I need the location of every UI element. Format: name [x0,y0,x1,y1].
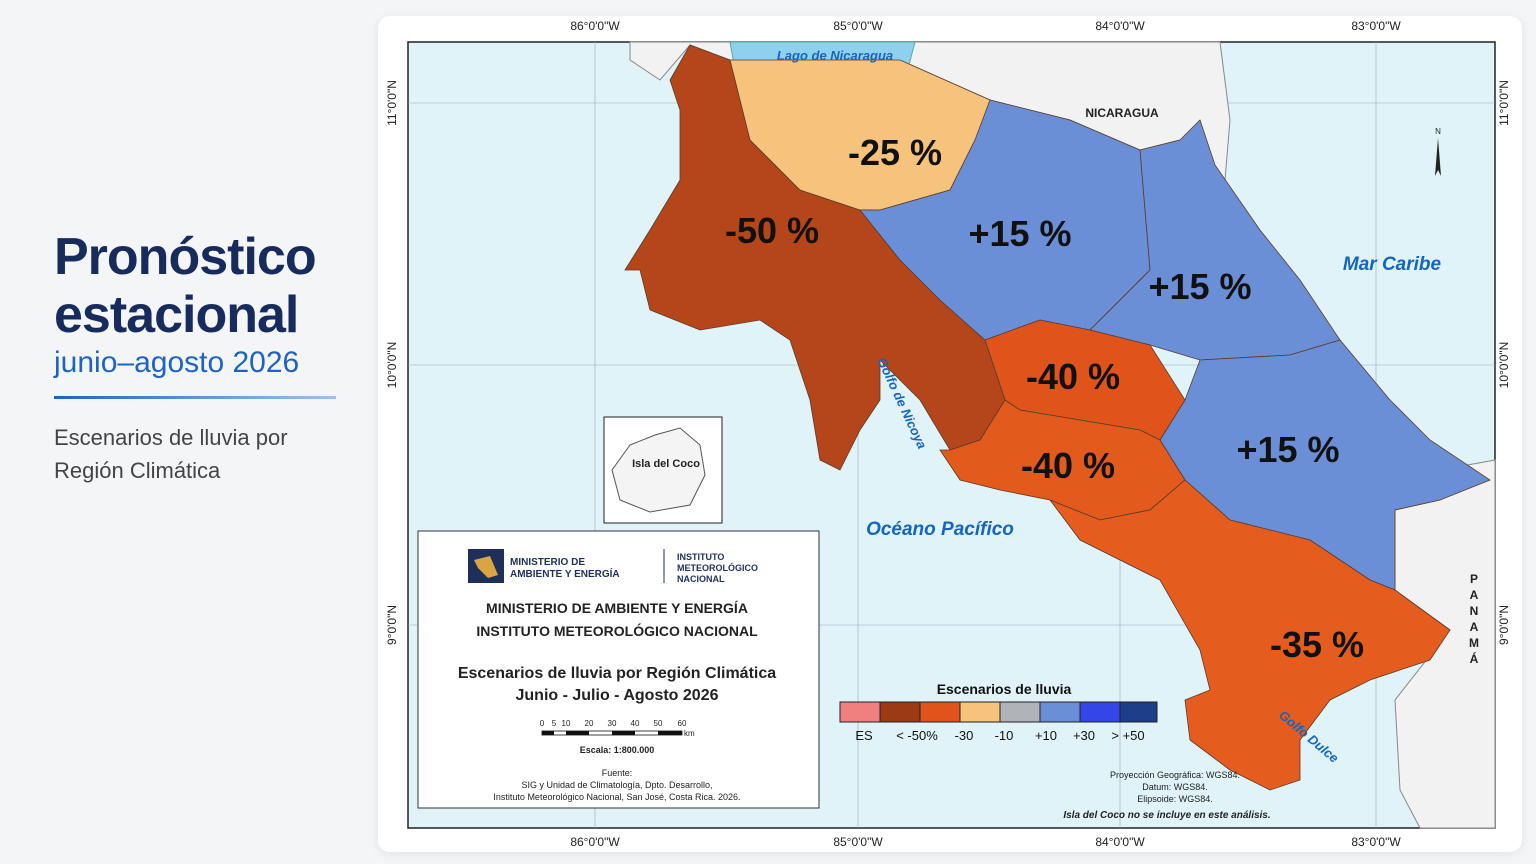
legend-swatch [959,701,1001,723]
lon-label: 85°0'0"W [833,835,883,849]
lon-label: 86°0'0"W [570,835,620,849]
scale-label: 5 [552,719,557,728]
lon-label: 85°0'0"W [833,19,883,33]
legend-label: > +50 [1111,728,1144,743]
scale-text: Escala: 1:800.000 [580,745,655,755]
place-label: PANAMÁ [1467,572,1481,668]
logo-text: METEOROLÓGICO [677,562,758,573]
lon-label: 86°0'0"W [570,19,620,33]
lat-label: 11°0'0"N [385,80,399,126]
footnote: Datum: WGS84. [1142,782,1208,792]
scale-label: 10 [562,719,571,728]
region-label: -35 % [1270,624,1364,665]
legend-label: +10 [1035,728,1057,743]
lat-label: 11°0'0"N [1497,80,1511,126]
source: SIG y Unidad de Climatología, Dpto. Desa… [521,780,712,790]
legend-label: ES [855,728,873,743]
lon-label: 83°0'0"W [1351,19,1401,33]
org-name: INSTITUTO METEOROLÓGICO NACIONAL [476,622,758,639]
source: Instituto Meteorológico Nacional, San Jo… [493,792,740,802]
legend-swatch [919,701,961,723]
scale-label: 60 [678,719,687,728]
scale-bar [658,731,682,735]
legend-label: +30 [1073,728,1095,743]
scale-label: 30 [608,719,617,728]
region-label: +15 % [968,213,1071,254]
lon-label: 84°0'0"W [1095,19,1145,33]
scale-unit: km [684,729,695,738]
logo-text: NACIONAL [677,574,725,584]
logo [474,556,498,578]
lon-label: 83°0'0"W [1351,835,1401,849]
scale-bar [566,731,589,735]
scale-bar: 0 5 10 20 30 40 50 60 [540,719,687,736]
inset-label: Isla del Coco [632,458,700,470]
legend-label: < -50% [896,728,938,743]
region-label: -40 % [1026,356,1120,397]
lat-label: 9°0'0"N [385,605,399,645]
place-label: Lago de Nicaragua [777,48,893,63]
place-label: Océano Pacífico [866,519,1014,540]
region-label: -40 % [1021,445,1115,486]
logo-text: INSTITUTO [677,552,724,562]
footnote: Elipsoide: WGS84. [1137,794,1213,804]
source: Fuente: [602,768,633,778]
legend-swatch [999,701,1041,723]
region-label: -50 % [725,210,819,251]
region-labels: -25 % -50 % +15 % +15 % -40 % -40 % +15 … [725,132,1364,665]
scale-label: 0 [540,719,545,728]
scale-label: 20 [585,719,594,728]
map-title: Junio - Julio - Agosto 2026 [516,687,719,704]
place-label: Mar Caribe [1343,254,1442,275]
logo-text: MINISTERIO DE [510,557,585,568]
scale-bar [612,731,635,735]
legend-label: -10 [995,728,1014,743]
scale-label: 50 [654,719,663,728]
title: estacional [54,286,299,344]
footnote: Isla del Coco no se incluye en este anál… [1063,810,1270,821]
regions [624,44,1491,791]
coordinates: 86°0'0"W 85°0'0"W 84°0'0"W 83°0'0"W 86°0… [385,19,1511,849]
legend-label: -30 [955,728,974,743]
scale-bar [542,731,554,735]
north-arrow [1435,138,1441,176]
subtitle: junio–agosto 2026 [54,346,300,379]
description: Escenarios de lluvia por Región Climátic… [54,421,354,487]
region [1048,479,1451,791]
legend-title: Escenarios de lluvia [937,681,1072,697]
description-line: Escenarios de lluvia por [54,425,288,450]
north-arrow: N [1435,127,1441,136]
legend-swatch [839,701,881,723]
footnote: Proyección Geográfica: WGS84. [1110,770,1240,780]
description-line: Región Climática [54,458,221,483]
title: Pronóstico [54,228,317,286]
info-box: MINISTERIO DE AMBIENTE Y ENERGÍA INSTITU… [417,530,820,809]
region-label: +15 % [1148,266,1251,307]
map-title: Escenarios de lluvia por Región Climátic… [458,665,776,682]
lat-label: 10°0'0"N [1497,342,1511,389]
legend: Escenarios de lluvia ES < -50% -30 -10 +10 +3… [839,681,1158,743]
org-name: MINISTERIO DE AMBIENTE Y ENERGÍA [486,600,748,616]
logo-text: AMBIENTE Y ENERGÍA [510,567,620,580]
lat-label: 10°0'0"N [385,342,399,389]
region-label: -25 % [848,132,942,173]
divider [54,396,336,399]
place-label: NICARAGUA [1085,106,1159,120]
lon-label: 84°0'0"W [1095,835,1145,849]
island [611,427,706,513]
legend-swatch [879,701,921,723]
legend-swatch [1119,701,1158,723]
legend-swatch [1039,701,1081,723]
scale-label: 40 [631,719,640,728]
lat-label: 9°0'0"N [1497,605,1511,645]
region-label: +15 % [1236,429,1339,470]
legend-swatch [1079,701,1121,723]
side-panel: Pronóstico estacional junio–agosto 2026 … [54,228,354,487]
